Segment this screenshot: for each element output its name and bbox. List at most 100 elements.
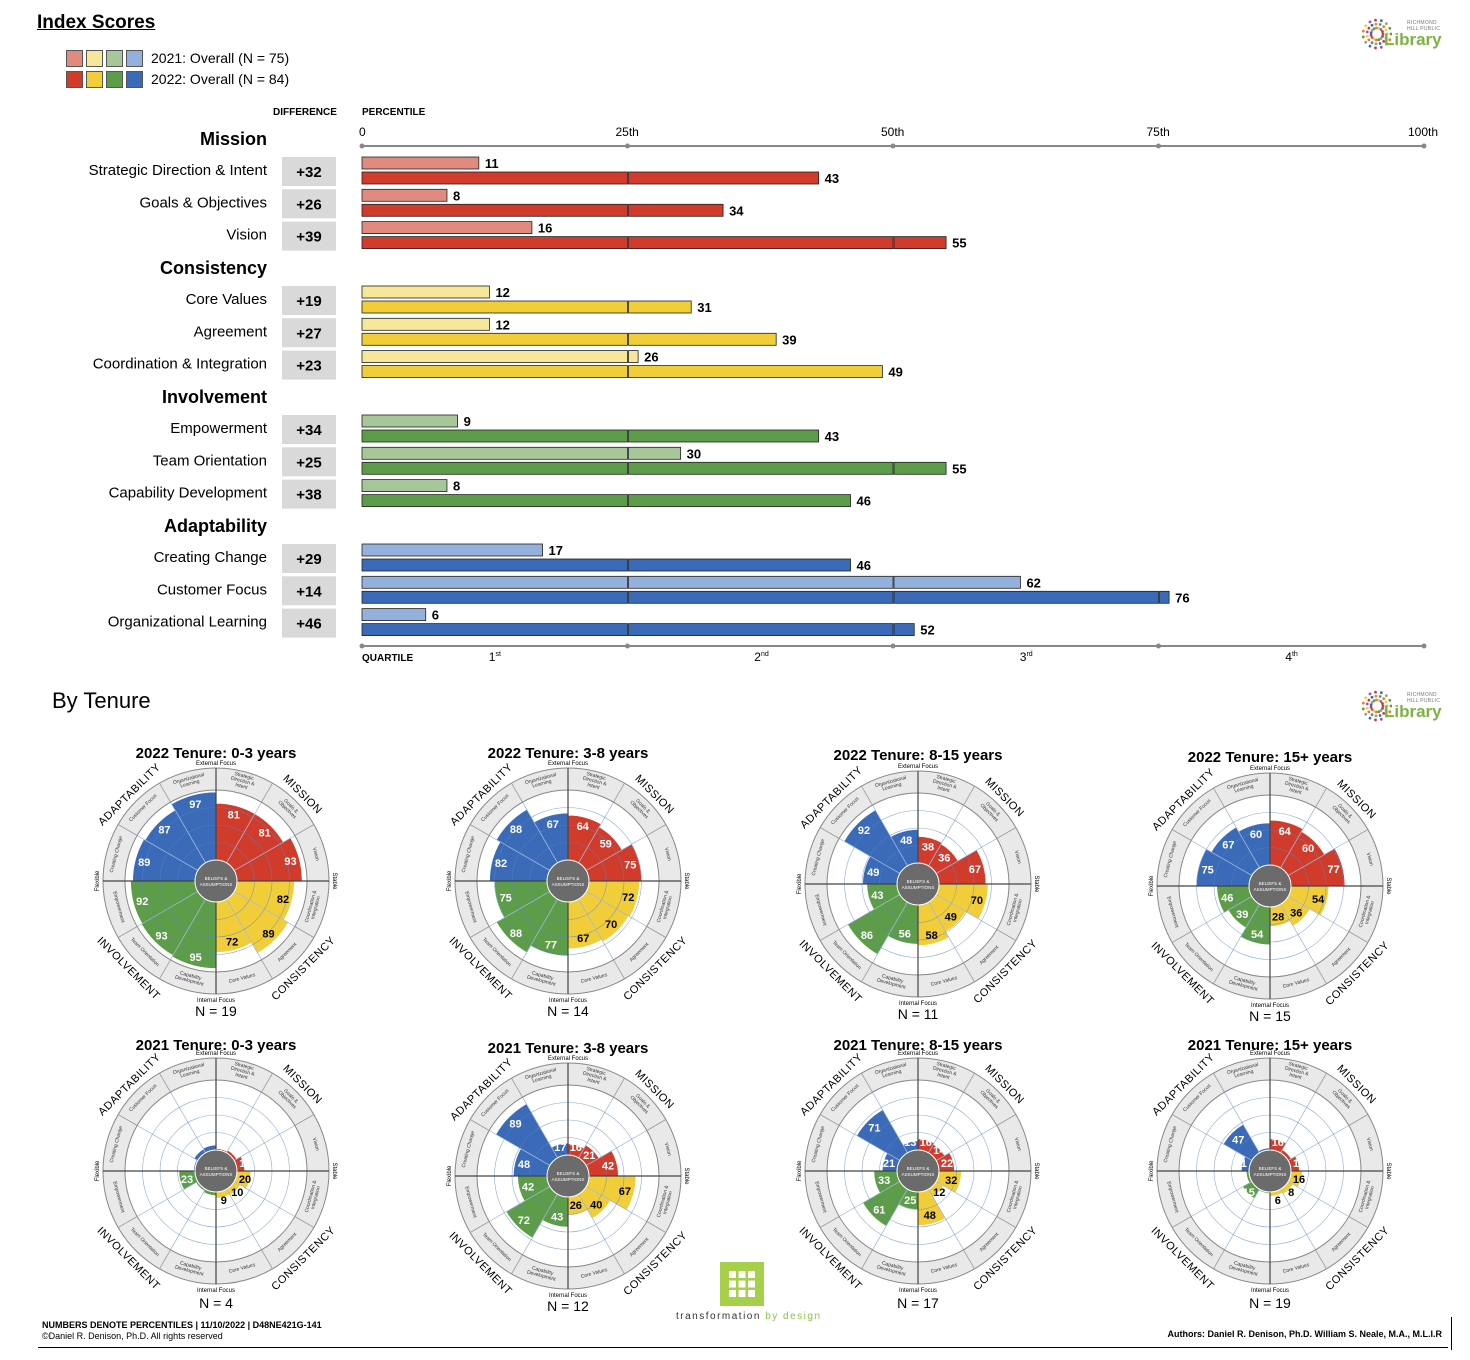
ring-divider: [613, 1254, 625, 1275]
ring-divider: [613, 782, 625, 803]
bar-value-label: 8: [453, 188, 460, 203]
logo-dot: [1375, 710, 1378, 714]
wedge-value-label: 72: [518, 1215, 530, 1227]
ring-divider: [613, 1077, 625, 1098]
axis-dot: [890, 143, 896, 149]
ring-divider: [819, 1216, 840, 1228]
grid-spoke: [872, 1189, 908, 1250]
axis-label-bottom: Internal Focus: [899, 1001, 937, 1007]
quartile-label-sup: nd: [761, 651, 769, 658]
logo-dot: [1367, 710, 1371, 714]
ring-divider: [117, 1216, 138, 1228]
panel-n: N = 19: [195, 1003, 237, 1019]
logo-dot: [1370, 29, 1374, 32]
ring-divider: [1315, 1249, 1327, 1270]
segment-label-line: Strategic: [1288, 1061, 1309, 1072]
grid-spoke: [1191, 1181, 1252, 1217]
ring-divider: [261, 959, 273, 980]
wedge-value-label: 23: [181, 1174, 193, 1186]
logo-dot: [1385, 715, 1388, 718]
panel-title: 2022 Tenure: 0-3 years: [136, 745, 297, 762]
wedge-value-label: 49: [867, 867, 879, 879]
axis-dot: [625, 643, 630, 649]
footer-copyright: ©Daniel R. Denison, Ph.D. All rights res…: [42, 1331, 223, 1341]
logo-dot: [1385, 32, 1389, 36]
center-label: ASSUMPTIONS: [200, 882, 233, 887]
bar-y2022-segment: [628, 365, 883, 379]
segment-label-line: Capability: [179, 970, 202, 982]
grid-spoke: [1288, 896, 1349, 932]
axis-dot: [359, 143, 365, 149]
center-label: ASSUMPTIONS: [200, 1172, 233, 1177]
row-label: Core Values: [186, 291, 267, 308]
group-title-mission: Mission: [200, 129, 267, 149]
logo-dot: [1374, 714, 1378, 718]
bar-y2022-segment: [361, 171, 628, 185]
axis-dot: [1421, 143, 1427, 149]
center-circle: [194, 859, 238, 903]
quartile-label-sup: rd: [1026, 651, 1032, 658]
by-tenure-title: By Tenure: [52, 688, 151, 713]
ring-divider: [646, 1119, 667, 1131]
logo-dot: [1369, 31, 1373, 35]
segment-label-line: Learning: [1234, 784, 1255, 795]
center-circle: [546, 1154, 590, 1198]
logo-dot: [1381, 707, 1384, 710]
group-title-adaptability: Adaptability: [164, 516, 267, 536]
segment-label-line: Capability: [531, 1265, 554, 1277]
logo-dot: [1374, 18, 1377, 22]
wedge-value-label: 8: [1288, 1187, 1294, 1199]
grid-spoke: [234, 891, 295, 927]
logo-dot: [1372, 37, 1376, 41]
wedge-value-label: 13: [904, 1137, 916, 1149]
grid-spoke: [226, 899, 262, 960]
logo-dot: [1379, 709, 1383, 712]
grid-spoke: [226, 802, 262, 863]
axis-label-top: External Focus: [548, 761, 588, 767]
logo-dot: [1370, 713, 1374, 717]
difference-value: +38: [296, 487, 321, 504]
logo-dot: [1384, 36, 1388, 40]
grid-spoke: [936, 894, 997, 930]
logo-dot: [1370, 708, 1374, 711]
ring-divider: [1348, 931, 1369, 943]
bar-value-label: 43: [825, 171, 839, 186]
bar-y2021-segment: [628, 575, 894, 589]
grid-spoke: [1224, 1092, 1260, 1153]
logo-dot: [1375, 698, 1378, 702]
axis-label-right: Stable: [1385, 1162, 1391, 1180]
grid-spoke: [1224, 1189, 1260, 1250]
difference-box: [282, 286, 336, 315]
ring-divider: [159, 1249, 171, 1270]
ring-divider: [469, 926, 490, 938]
bar-value-label: 31: [697, 300, 711, 315]
logo-dot: [1388, 698, 1392, 702]
ring-divider: [646, 824, 667, 836]
logo-dot: [1384, 700, 1388, 704]
panel-n: N = 15: [1249, 1008, 1291, 1024]
grid-spoke: [489, 1186, 550, 1222]
wedge-value-label: 42: [522, 1182, 534, 1194]
segment-label-line: Learning: [1234, 1069, 1255, 1080]
wedge-value-label: 89: [262, 929, 274, 941]
segment-label-line: Learning: [882, 782, 903, 793]
bar-y2022-segment: [361, 494, 628, 508]
logo-small-text: RICHMOND HILL PUBLIC: [1407, 20, 1441, 32]
logo-dot: [1370, 41, 1374, 45]
logo-dot: [1379, 717, 1383, 721]
grid-spoke: [872, 805, 908, 866]
logo-dot: [1375, 38, 1378, 42]
row-label: Vision: [226, 227, 267, 244]
wedge-value-label: 4: [234, 1145, 241, 1157]
polar-panel: 2022 Tenure: 15+ years N = 15 BELIEFS &ASS…: [1149, 749, 1393, 1024]
segment-label-line: Capability: [881, 1260, 904, 1272]
logo-dot: [1389, 704, 1392, 708]
logo-dot: [1377, 710, 1381, 714]
segment-label-line: Strategic: [936, 774, 957, 785]
ring-divider: [117, 926, 138, 938]
ring-divider: [646, 926, 667, 938]
row-label: Creating Change: [154, 549, 267, 566]
x-tick-label: 75th: [1147, 125, 1170, 139]
logo-dot: [1382, 712, 1386, 715]
logo-dot: [1378, 42, 1382, 45]
